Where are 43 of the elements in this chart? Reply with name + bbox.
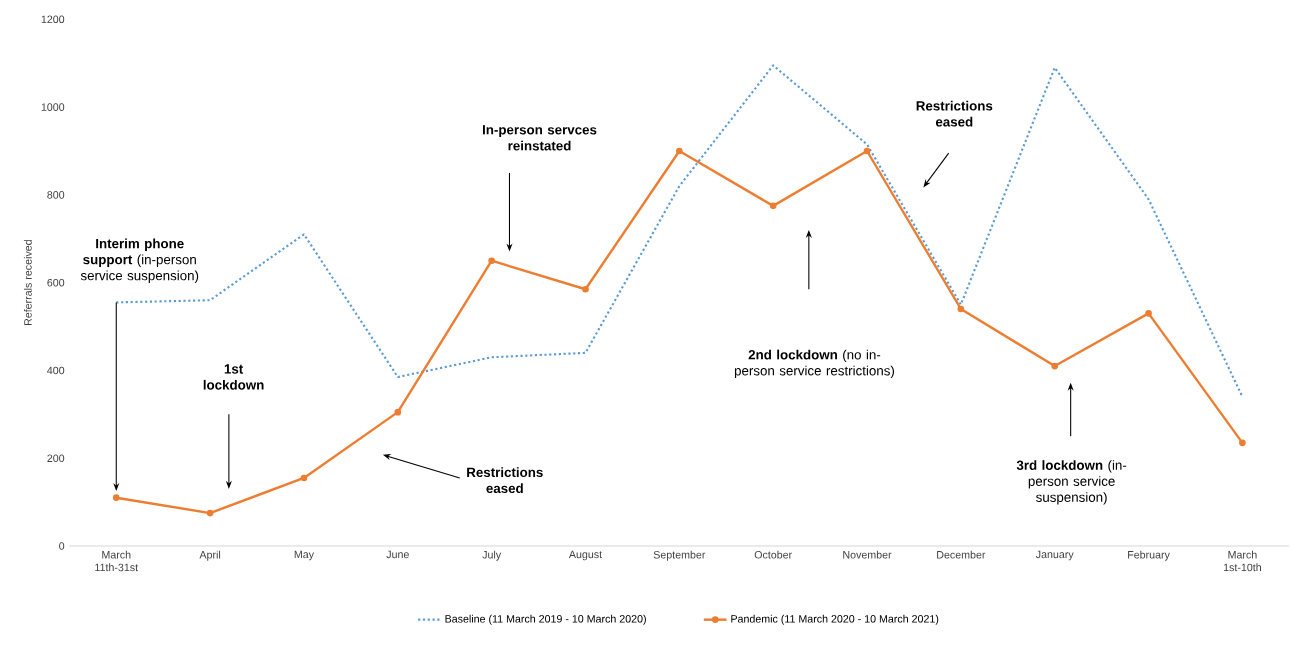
- annotation: Interim phone support (in-person service suspension): [80, 238, 199, 283]
- x-tick-label: March 11th-31st: [95, 550, 139, 572]
- y-tick-label: 1200: [41, 15, 65, 24]
- y-tick-label: 400: [47, 366, 65, 375]
- x-tick-label: February: [1128, 550, 1170, 561]
- legend-label: Baseline (11 March 2019 - 10 March 2020): [445, 614, 646, 625]
- annotation: 3rd lockdown (in-person service suspension): [1016, 460, 1127, 505]
- point: [394, 408, 402, 416]
- y-tick-label: 0: [59, 542, 65, 550]
- point: [1145, 310, 1152, 317]
- y-tick-label: 800: [47, 191, 65, 199]
- x-tick-label: January: [1035, 550, 1074, 561]
- x-tick-label: May: [294, 550, 315, 561]
- annotation: Restrictions eased: [467, 467, 543, 494]
- point: [863, 147, 871, 155]
- x-tick-label: October: [754, 550, 792, 559]
- y-tick-label: 600: [47, 278, 65, 287]
- x-tick-label: August: [568, 550, 603, 561]
- y-tick-label: 200: [47, 454, 65, 462]
- point: [112, 494, 120, 502]
- annotation: 2nd lockdown (no in-person service restrictions): [734, 349, 895, 379]
- point: [676, 147, 683, 155]
- annotation: In-person servces reinstated: [482, 125, 597, 151]
- x-tick-label: April: [199, 550, 221, 561]
- x-tick-label: March 1st-10th: [1223, 550, 1261, 572]
- point: [957, 305, 965, 313]
- x-tick-label: July: [482, 550, 502, 561]
- legend-label: Pandemic (11 March 2020 - 10 March 2021): [731, 614, 939, 625]
- annotation: Restrictions eased: [916, 100, 993, 127]
- point: [769, 202, 777, 210]
- y-tick-label: 1000: [41, 103, 65, 111]
- point: [488, 257, 495, 265]
- point: [1051, 362, 1059, 370]
- annotation: 1st lockdown: [203, 364, 264, 390]
- x-tick-label: June: [386, 550, 409, 559]
- point: [300, 474, 308, 482]
- point: [1239, 439, 1246, 447]
- y-axis-title: Referrals received: [23, 240, 32, 326]
- x-tick-label: September: [653, 550, 706, 561]
- x-tick-label: November: [843, 550, 892, 559]
- point: [206, 509, 214, 517]
- x-tick-label: December: [937, 550, 986, 559]
- point: [582, 285, 589, 293]
